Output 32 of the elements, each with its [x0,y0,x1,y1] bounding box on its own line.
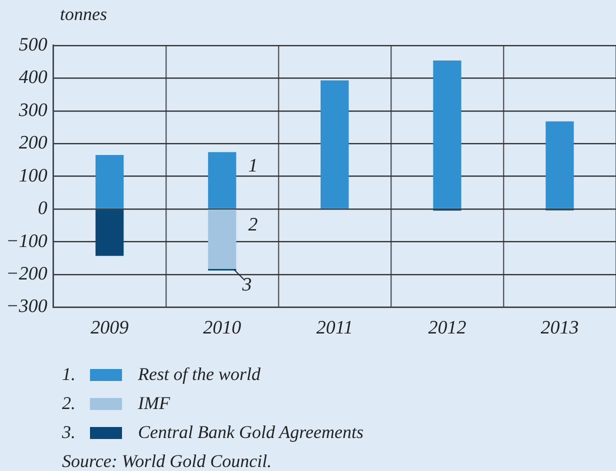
text: 1. [62,363,76,386]
y-tick-label: −300 [6,296,48,318]
legend-label: IMF [138,392,170,415]
y-axis-title: tonnes [60,4,107,25]
bar [208,210,236,269]
y-tick-label: −100 [6,230,48,252]
bar [96,155,124,208]
bar [208,152,236,208]
bar [320,80,349,208]
annotation: 2 [248,214,258,236]
y-tick-label: 0 [38,198,48,220]
text: 3. [62,421,76,444]
bar [546,121,574,208]
x-tick-label: 2012 [428,318,467,339]
y-tick-label: −200 [6,263,48,284]
y-tick-label: 400 [18,67,48,88]
y-tick-label: 100 [18,165,48,186]
legend-label: Rest of the world [138,363,260,386]
x-tick-label: 2009 [90,318,130,339]
x-tick-label: 2013 [540,318,579,339]
legend-label: Central Bank Gold Agreements [138,421,364,444]
bar [433,60,462,208]
y-tick-label: 300 [18,100,48,121]
source-note: Source: World Gold Council. [62,450,273,471]
annotation: 3 [241,274,252,296]
text: 2. [62,392,76,415]
y-tick-label: 200 [18,132,48,154]
x-tick-label: 2010 [203,318,242,339]
bar [96,210,124,256]
x-tick-label: 2011 [316,318,353,339]
annotation: 1 [248,155,258,176]
y-tick-label: 500 [18,34,48,56]
